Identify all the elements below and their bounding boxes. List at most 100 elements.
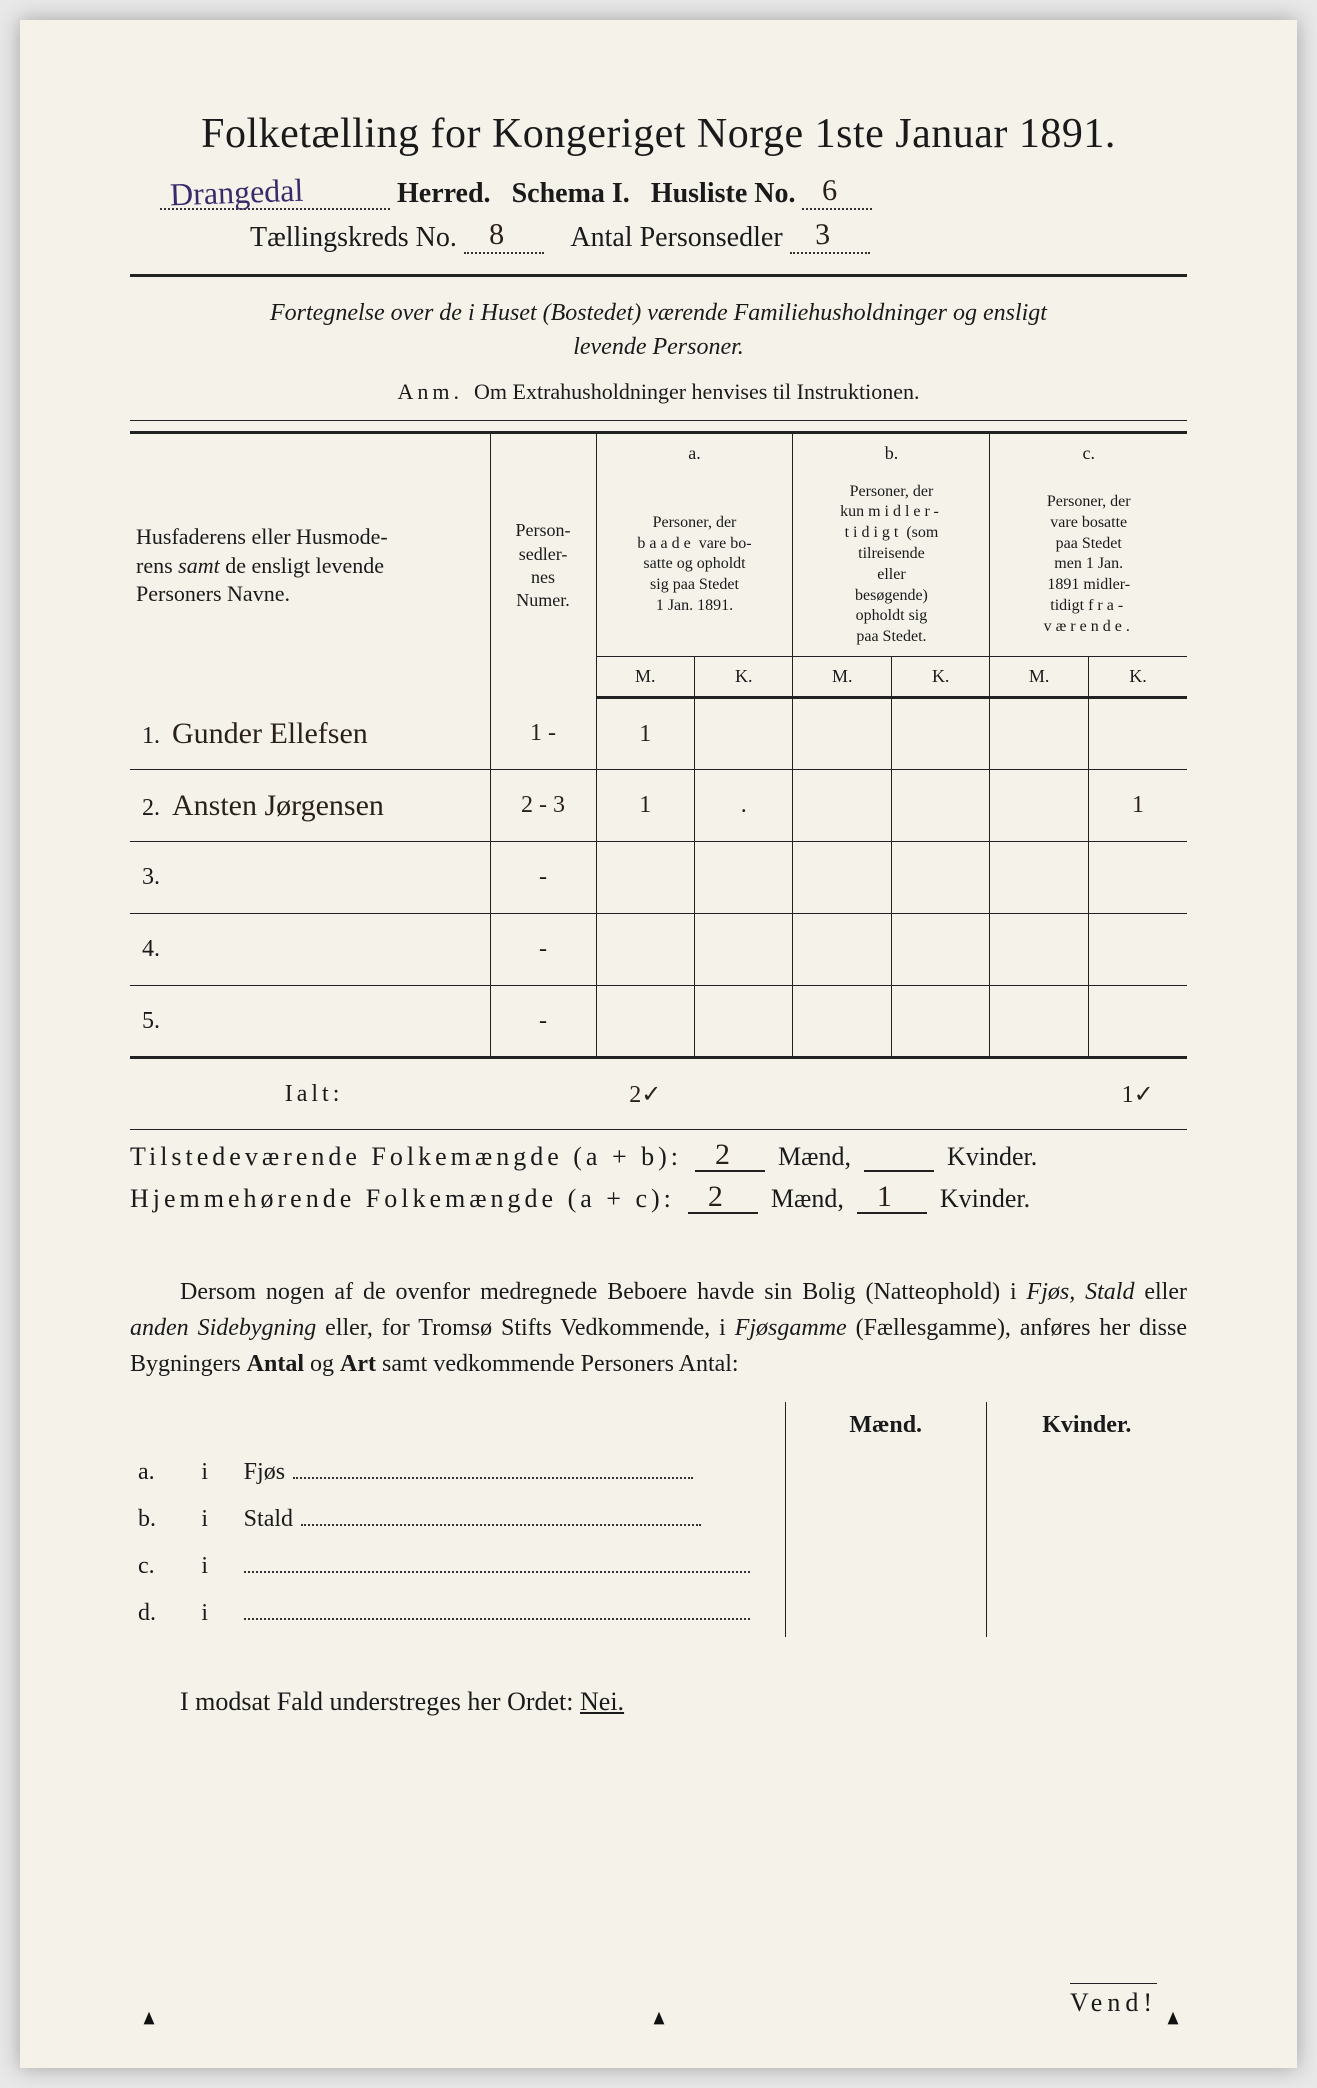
ialt-label: Ialt:: [130, 1058, 490, 1130]
lower-type: Stald: [236, 1496, 786, 1543]
ialt-ck: 1✓: [1088, 1058, 1187, 1130]
row-name: Ansten Jørgensen: [172, 789, 384, 822]
cell: [891, 842, 989, 914]
col-a-k: K.: [694, 656, 792, 697]
table-row: 1. Gunder Ellefsen 1 - 1: [130, 698, 1187, 770]
census-form-page: Folketælling for Kongeriget Norge 1ste J…: [20, 20, 1297, 2068]
cell: [793, 698, 891, 770]
antal-field: 3: [790, 226, 870, 254]
cell: [1088, 842, 1187, 914]
lower-m: [785, 1496, 986, 1543]
lower-m: [785, 1543, 986, 1590]
col-a-header: Personer, derbaade vare bo-satte og opho…: [596, 474, 793, 657]
cell: [694, 698, 792, 770]
cell: 1: [596, 698, 694, 770]
cell: [891, 914, 989, 986]
cell: [990, 1058, 1088, 1130]
row-idx: 5.: [142, 1008, 160, 1034]
lower-kvinder-header: Kvinder.: [986, 1402, 1187, 1449]
footer-line-text: I modsat Fald understreges her Ordet:: [180, 1687, 574, 1716]
row-num: -: [490, 986, 596, 1058]
kvinder-label: Kvinder.: [947, 1142, 1037, 1171]
lower-i: i: [193, 1543, 235, 1590]
cell: [793, 914, 891, 986]
total-ab-k-field: [864, 1142, 934, 1172]
lower-row: c. i: [130, 1543, 1187, 1590]
lower-a: a.: [130, 1449, 193, 1496]
lower-row: a. i Fjøs: [130, 1449, 1187, 1496]
ialt-am: 2✓: [596, 1058, 694, 1130]
herred-value: Drangedal: [169, 172, 303, 214]
kreds-value: 8: [488, 218, 504, 253]
cell: [793, 842, 891, 914]
cell: [490, 1058, 596, 1130]
cell: [694, 914, 792, 986]
antal-label: Antal Personsedler: [570, 222, 782, 253]
table-row: 2. Ansten Jørgensen 2 - 3 1 . 1: [130, 770, 1187, 842]
cell: [596, 842, 694, 914]
dwelling-table: Mænd. Kvinder. a. i Fjøs b. i Stald c. i…: [130, 1402, 1187, 1637]
subtitle-line1: Fortegnelse over de i Huset (Bostedet) v…: [270, 300, 1047, 326]
total-ac-m: 2: [708, 1180, 723, 1214]
col-b-m: M.: [793, 656, 891, 697]
total-ab-label: Tilstedeværende Folkemængde (a + b):: [130, 1142, 682, 1171]
lower-a: d.: [130, 1590, 193, 1637]
total-ac-k-field: 1: [857, 1184, 927, 1214]
col-a-m: M.: [596, 656, 694, 697]
cell: [596, 914, 694, 986]
anm-text: Om Extrahusholdninger henvises til Instr…: [474, 379, 919, 404]
cell: [694, 1058, 792, 1130]
cell: [891, 986, 989, 1058]
row-name: Gunder Ellefsen: [172, 717, 368, 750]
vend-label: Vend!: [1070, 1983, 1157, 2018]
dwelling-paragraph: Dersom nogen af de ovenfor medregnede Be…: [130, 1274, 1187, 1382]
husliste-value: 6: [822, 174, 838, 209]
pin-icon: [1164, 2010, 1182, 2028]
maend-label: Mænd,: [778, 1142, 851, 1171]
col-c-label: c.: [990, 433, 1187, 474]
row-idx: 3.: [142, 864, 160, 890]
page-title: Folketælling for Kongeriget Norge 1ste J…: [130, 110, 1187, 158]
lower-a: c.: [130, 1543, 193, 1590]
herred-field: Drangedal: [160, 182, 390, 210]
col-num-header: Person-sedler-nesNumer.: [490, 433, 596, 698]
cell: [990, 770, 1088, 842]
cell: .: [694, 770, 792, 842]
cell: 1: [1088, 770, 1187, 842]
total-ab-m: 2: [715, 1138, 730, 1172]
cell: [990, 986, 1088, 1058]
col-b-label: b.: [793, 433, 990, 474]
col-c-m: M.: [990, 656, 1088, 697]
total-ac-label: Hjemmehørende Folkemængde (a + c):: [130, 1184, 675, 1213]
cell: [694, 842, 792, 914]
total-ac-k: 1: [877, 1180, 892, 1214]
cell: [793, 1058, 891, 1130]
row-num: 1 -: [490, 698, 596, 770]
pin-icon: [650, 2010, 668, 2028]
ialt-label-text: Ialt:: [285, 1081, 344, 1107]
row-idx-name: 4.: [130, 914, 490, 986]
table-row: 3. -: [130, 842, 1187, 914]
schema-label: Schema I.: [512, 178, 630, 209]
herred-label: Herred.: [397, 178, 491, 209]
col-b-header: Personer, derkun midler-tidigt (somtilre…: [793, 474, 990, 657]
lower-type-text: Stald: [244, 1506, 293, 1532]
col-a-label: a.: [596, 433, 793, 474]
col-c-k: K.: [1088, 656, 1187, 697]
footer-nei: Nei.: [580, 1687, 624, 1716]
lower-i: i: [193, 1590, 235, 1637]
row-idx: 1.: [142, 723, 160, 749]
lower-k: [986, 1543, 1187, 1590]
total-ab-line: Tilstedeværende Folkemængde (a + b): 2 M…: [130, 1142, 1187, 1172]
cell: [596, 986, 694, 1058]
subtitle-line2: levende Personer.: [573, 334, 744, 360]
cell: [1088, 698, 1187, 770]
lower-k: [986, 1590, 1187, 1637]
row-num: 2 - 3: [490, 770, 596, 842]
row-num: -: [490, 842, 596, 914]
row-idx-name: 3.: [130, 842, 490, 914]
anm-label: Anm.: [398, 379, 464, 404]
total-ac-line: Hjemmehørende Folkemængde (a + c): 2 Mæn…: [130, 1184, 1187, 1214]
lower-type: [236, 1590, 786, 1637]
lower-i: i: [193, 1449, 235, 1496]
